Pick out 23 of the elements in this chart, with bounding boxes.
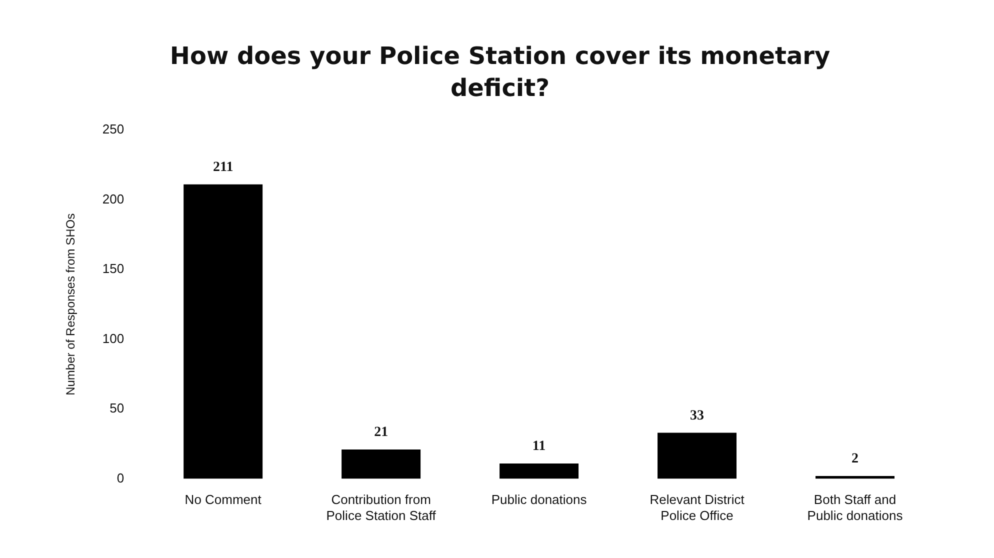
chart-title: How does your Police Station cover its monetary deficit? xyxy=(168,41,832,104)
x-tick-label: Both Staff and Public donations xyxy=(807,492,904,523)
x-tick-label: Contribution from Police Station Staff xyxy=(326,492,436,523)
y-tick-label: 50 xyxy=(110,400,124,416)
bar xyxy=(500,463,579,479)
data-label: 211 xyxy=(212,160,234,176)
data-label: 11 xyxy=(532,439,546,454)
y-tick-label: 150 xyxy=(102,261,124,276)
bar xyxy=(658,432,737,479)
x-tick-label: Public donations xyxy=(491,492,588,508)
y-tick-label: 0 xyxy=(116,470,124,486)
y-tick-label: 200 xyxy=(102,191,124,206)
x-tick-label: No Comment xyxy=(184,492,262,508)
y-tick-label: 100 xyxy=(102,330,124,346)
bar xyxy=(342,450,421,479)
data-label: 21 xyxy=(374,425,388,440)
x-tick-label: Relevant District Police Office xyxy=(650,492,745,523)
data-label: 2 xyxy=(852,452,859,467)
y-axis-title: Number of Responses from SHOs xyxy=(64,213,78,396)
bar xyxy=(184,184,263,479)
y-tick-label: 250 xyxy=(102,122,124,137)
data-label: 33 xyxy=(690,408,704,424)
bar xyxy=(816,476,895,479)
